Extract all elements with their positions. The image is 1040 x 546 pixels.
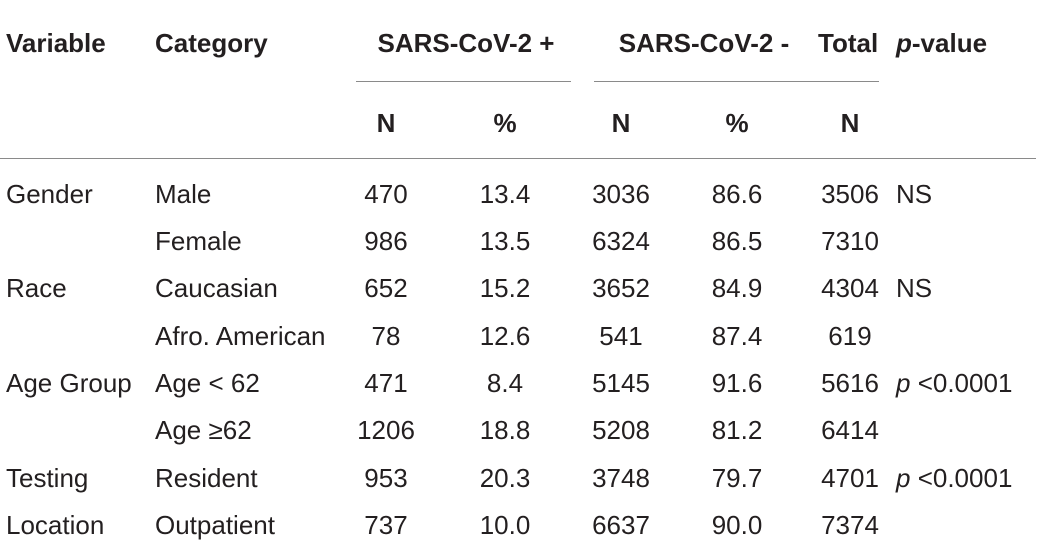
row-neg-n: 5145: [592, 368, 650, 398]
group-negative-rule: [594, 81, 879, 82]
row-category: Female: [155, 226, 242, 256]
row-category: Resident: [155, 463, 258, 493]
row-pos-pct: 13.4: [479, 179, 531, 209]
header-pvalue: p-value: [896, 28, 988, 58]
header-group-positive: SARS-CoV-2 +: [377, 28, 555, 58]
row-neg-pct: 87.4: [711, 321, 763, 351]
row-category: Afro. American: [155, 321, 326, 351]
header-total: Total: [818, 28, 879, 58]
header-neg-pct: %: [725, 108, 749, 138]
row-total: 5616: [821, 368, 879, 398]
row-total: 4304: [821, 273, 879, 303]
row-pos-pct: 13.5: [479, 226, 531, 256]
row-neg-n: 5208: [592, 415, 650, 445]
header-neg-n: N: [611, 108, 631, 138]
row-neg-n: 6637: [592, 510, 650, 540]
row-category: Male: [155, 179, 212, 209]
row-total: 7374: [821, 510, 879, 540]
row-neg-pct: 90.0: [711, 510, 763, 540]
row-neg-pct: 79.7: [711, 463, 763, 493]
row-category: Age ≥62: [155, 415, 252, 445]
row-neg-n: 3748: [592, 463, 650, 493]
header-bottom-rule: [0, 158, 1036, 159]
header-total-n: N: [840, 108, 860, 138]
row-pos-n: 78: [371, 321, 401, 351]
row-neg-n: 541: [599, 321, 643, 351]
row-pos-pct: 15.2: [479, 273, 531, 303]
row-total: 7310: [821, 226, 879, 256]
row-pos-n: 737: [364, 510, 408, 540]
row-neg-pct: 81.2: [711, 415, 763, 445]
row-pvalue: p <0.0001: [896, 463, 1013, 493]
row-total: 6414: [821, 415, 879, 445]
row-variable: Location: [6, 510, 105, 540]
row-pos-pct: 18.8: [479, 415, 531, 445]
row-pos-pct: 10.0: [479, 510, 531, 540]
row-pos-n: 953: [364, 463, 408, 493]
row-pos-n: 470: [364, 179, 408, 209]
row-neg-n: 3036: [592, 179, 650, 209]
row-neg-pct: 91.6: [711, 368, 763, 398]
row-neg-n: 6324: [592, 226, 650, 256]
group-positive-rule: [356, 81, 571, 82]
row-neg-n: 3652: [592, 273, 650, 303]
row-variable: Gender: [6, 179, 93, 209]
row-pos-n: 1206: [357, 415, 415, 445]
row-category: Caucasian: [155, 273, 278, 303]
row-pos-n: 471: [364, 368, 408, 398]
row-variable: Testing: [6, 463, 89, 493]
row-pvalue: NS: [896, 273, 933, 303]
row-pos-n: 652: [364, 273, 408, 303]
row-category: Age < 62: [155, 368, 260, 398]
header-group-negative: SARS-CoV-2 -: [618, 28, 790, 58]
row-total: 619: [828, 321, 872, 351]
header-category: Category: [155, 28, 268, 58]
header-pos-n: N: [376, 108, 396, 138]
row-pvalue: p <0.0001: [896, 368, 1013, 398]
header-variable: Variable: [6, 28, 106, 58]
row-category: Outpatient: [155, 510, 275, 540]
row-variable: Race: [6, 273, 67, 303]
row-pos-pct: 12.6: [479, 321, 531, 351]
row-variable: Age Group: [6, 368, 132, 398]
row-pos-pct: 20.3: [479, 463, 531, 493]
header-pos-pct: %: [493, 108, 517, 138]
row-total: 4701: [821, 463, 879, 493]
row-pvalue: NS: [896, 179, 933, 209]
row-total: 3506: [821, 179, 879, 209]
row-pos-pct: 8.4: [486, 368, 524, 398]
row-neg-pct: 86.5: [711, 226, 763, 256]
row-neg-pct: 86.6: [711, 179, 763, 209]
row-neg-pct: 84.9: [711, 273, 763, 303]
row-pos-n: 986: [364, 226, 408, 256]
